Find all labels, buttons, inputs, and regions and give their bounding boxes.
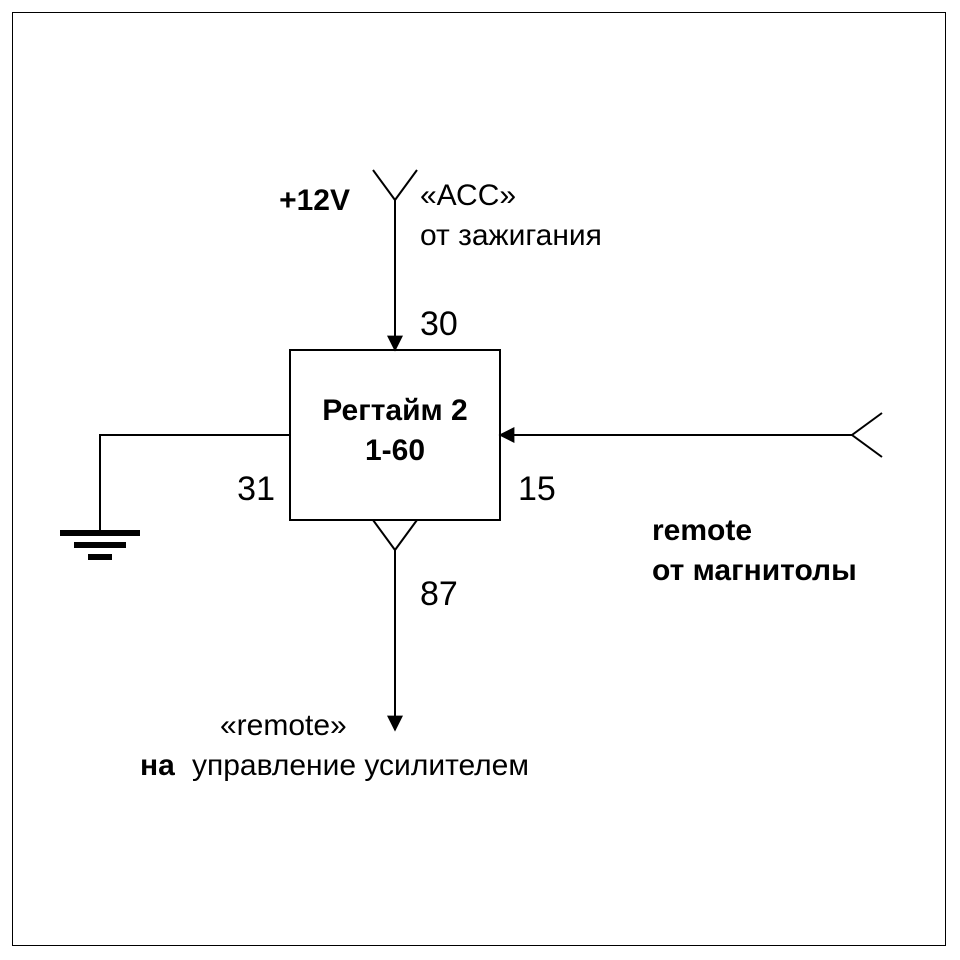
vee-right <box>852 413 882 457</box>
pin-30: 30 <box>420 305 458 343</box>
label-remote-in-1: remote <box>652 514 752 547</box>
label-acc-1: «АСС» <box>420 179 516 212</box>
label-remote-out-2a: на <box>140 749 175 782</box>
label-remote-out-1: «remote» <box>220 709 347 742</box>
pin-15: 15 <box>518 470 556 508</box>
vee-top <box>373 170 417 200</box>
relay-title-2: 1-60 <box>365 434 425 467</box>
label-acc-2: от зажигания <box>420 219 602 252</box>
wiring-diagram: Регтайм 2 1-60 30 31 15 87 +12V «АСС» от… <box>0 0 960 960</box>
pin-87: 87 <box>420 575 458 613</box>
vee-bottom <box>373 520 417 550</box>
label-remote-out-2b: управление усилителем <box>192 749 529 782</box>
label-voltage: +12V <box>279 184 350 217</box>
label-remote-in-2: от магнитолы <box>652 554 857 587</box>
relay-title-1: Регтайм 2 <box>322 394 467 427</box>
pin-31: 31 <box>237 470 275 508</box>
